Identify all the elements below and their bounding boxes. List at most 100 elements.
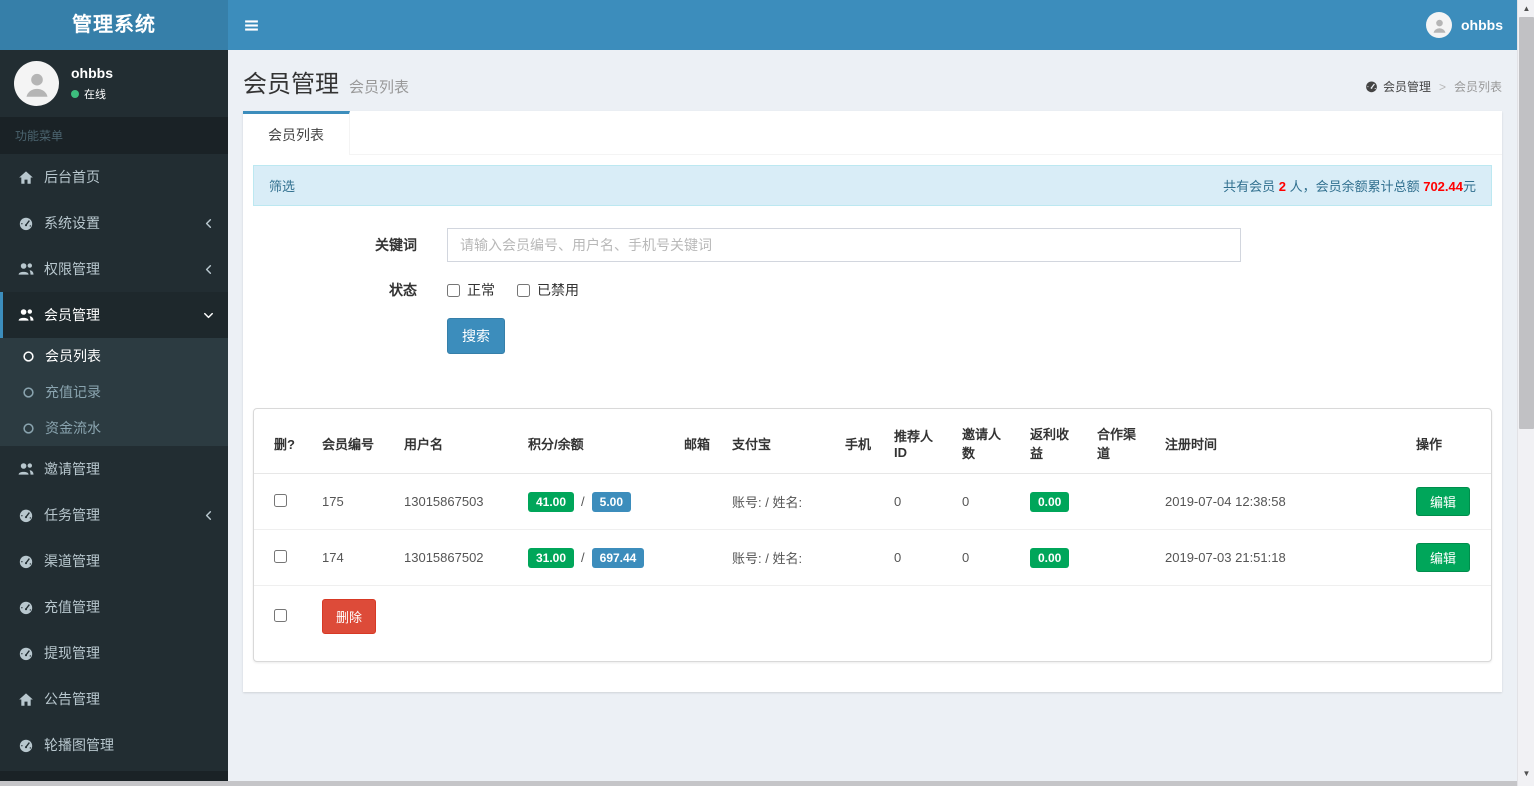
points-badge: 41.00 bbox=[528, 491, 575, 512]
sidebar-user-name: ohbbs bbox=[71, 65, 113, 81]
breadcrumb-current: 会员列表 bbox=[1453, 80, 1502, 94]
circle-o-icon bbox=[22, 386, 35, 399]
gauge-icon bbox=[18, 216, 34, 231]
sidebar-menu: 后台首页 系统设置 权限管理 会员管理 会员列表 bbox=[0, 154, 228, 786]
sidebar-subitem-fund-flow[interactable]: 资金流水 bbox=[0, 410, 228, 446]
sidebar-item-permissions[interactable]: 权限管理 bbox=[0, 246, 228, 292]
sidebar-item-recharge[interactable]: 充值管理 bbox=[0, 584, 228, 630]
navbar-user-name: ohbbs bbox=[1461, 17, 1503, 33]
home-icon bbox=[18, 692, 34, 707]
sidebar-item-announcements[interactable]: 公告管理 bbox=[0, 676, 228, 722]
select-all-checkbox[interactable] bbox=[274, 608, 287, 622]
users-icon bbox=[18, 261, 34, 277]
username: 13015867502 bbox=[394, 529, 518, 586]
points-badge: 31.00 bbox=[528, 547, 575, 568]
rebate-badge: 0.00 bbox=[1030, 491, 1070, 512]
chevron-left-icon bbox=[202, 217, 215, 230]
sidebar-user-status: 在线 bbox=[71, 86, 113, 102]
reg-time: 2019-07-03 21:51:18 bbox=[1155, 529, 1406, 586]
gauge-icon bbox=[18, 738, 34, 753]
col-phone: 手机 bbox=[835, 411, 884, 474]
breadcrumb-separator: > bbox=[1438, 79, 1446, 94]
phone bbox=[835, 529, 884, 586]
col-username: 用户名 bbox=[394, 411, 518, 474]
table-header-row: 删? 会员编号 用户名 积分/余额 邮箱 支付宝 手机 推荐人ID 邀请人数 返… bbox=[254, 411, 1491, 474]
status-normal-checkbox[interactable] bbox=[447, 283, 460, 297]
member-count: 2 bbox=[1278, 179, 1286, 194]
keyword-label: 关键词 bbox=[375, 237, 417, 253]
sidebar-section-header: 功能菜单 bbox=[0, 117, 228, 154]
tab-member-list[interactable]: 会员列表 bbox=[243, 111, 350, 155]
sidebar-submenu-members: 会员列表 充值记录 资金流水 bbox=[0, 338, 228, 446]
col-email: 邮箱 bbox=[674, 411, 722, 474]
member-id: 175 bbox=[312, 473, 394, 530]
col-rebate: 返利收益 bbox=[1020, 411, 1087, 474]
breadcrumb-parent-link[interactable]: 会员管理 bbox=[1365, 78, 1431, 95]
search-button[interactable]: 搜索 bbox=[447, 318, 505, 354]
col-channel: 合作渠道 bbox=[1087, 411, 1155, 474]
col-actions: 操作 bbox=[1406, 411, 1491, 474]
phone bbox=[835, 473, 884, 530]
filter-title: 筛选 bbox=[269, 179, 296, 194]
balance-total: 702.44 bbox=[1423, 179, 1463, 194]
sidebar-item-invitations[interactable]: 邀请管理 bbox=[0, 446, 228, 492]
chevron-left-icon bbox=[202, 263, 215, 276]
status-option-normal[interactable]: 正常 bbox=[447, 280, 495, 300]
alipay-info: 账号: / 姓名: bbox=[722, 529, 835, 586]
referrer-id: 0 bbox=[884, 529, 952, 586]
sidebar-item-channels[interactable]: 渠道管理 bbox=[0, 538, 228, 584]
person-icon bbox=[1431, 17, 1448, 34]
main-content: 会员管理 会员列表 会员管理 > 会员列表 会员列表 筛选 bbox=[228, 50, 1517, 786]
chevron-down-icon bbox=[202, 309, 215, 322]
bars-icon bbox=[243, 17, 260, 34]
circle-o-icon bbox=[22, 350, 35, 363]
sidebar-item-carousel[interactable]: 轮播图管理 bbox=[0, 722, 228, 768]
vertical-scrollbar[interactable]: ▲ ▼ bbox=[1517, 0, 1534, 786]
gauge-icon bbox=[18, 646, 34, 661]
scroll-up-arrow-icon[interactable]: ▲ bbox=[1522, 3, 1531, 13]
sidebar-user-panel: ohbbs 在线 bbox=[0, 50, 228, 117]
sidebar-item-dashboard[interactable]: 后台首页 bbox=[0, 154, 228, 200]
gauge-icon bbox=[18, 508, 34, 523]
breadcrumb: 会员管理 > 会员列表 bbox=[1365, 78, 1502, 99]
row-select-checkbox[interactable] bbox=[274, 493, 287, 507]
keyword-input[interactable] bbox=[447, 228, 1241, 262]
sidebar-item-withdrawals[interactable]: 提现管理 bbox=[0, 630, 228, 676]
sidebar-item-tasks[interactable]: 任务管理 bbox=[0, 492, 228, 538]
edit-button[interactable]: 编辑 bbox=[1416, 487, 1471, 516]
scroll-down-arrow-icon[interactable]: ▼ bbox=[1522, 768, 1531, 778]
members-table-box: 删? 会员编号 用户名 积分/余额 邮箱 支付宝 手机 推荐人ID 邀请人数 返… bbox=[253, 408, 1492, 662]
email bbox=[674, 529, 722, 586]
sidebar-subitem-member-list[interactable]: 会员列表 bbox=[0, 338, 228, 374]
home-icon bbox=[18, 170, 34, 185]
app-logo[interactable]: 管理系统 bbox=[0, 0, 228, 50]
sidebar-item-system-settings[interactable]: 系统设置 bbox=[0, 200, 228, 246]
delete-button[interactable]: 删除 bbox=[322, 599, 377, 634]
row-select-checkbox[interactable] bbox=[274, 549, 287, 563]
horizontal-scrollbar[interactable] bbox=[0, 781, 1517, 786]
col-delete: 删? bbox=[254, 411, 312, 474]
username: 13015867503 bbox=[394, 473, 518, 530]
sidebar: ohbbs 在线 功能菜单 后台首页 系统设置 权限管理 bbox=[0, 50, 228, 786]
status-option-disabled[interactable]: 已禁用 bbox=[517, 280, 579, 300]
referrer-id: 0 bbox=[884, 473, 952, 530]
sidebar-toggle-button[interactable] bbox=[228, 0, 274, 50]
sidebar-item-members[interactable]: 会员管理 bbox=[0, 292, 228, 338]
navbar-user-avatar bbox=[1426, 12, 1452, 38]
navbar-user-menu[interactable]: ohbbs bbox=[1426, 0, 1503, 50]
col-alipay: 支付宝 bbox=[722, 411, 835, 474]
tab-box: 会员列表 筛选 共有会员 2 人，会员余额累计总额 702.44元 关键词 bbox=[243, 111, 1502, 692]
col-points-balance: 积分/余额 bbox=[518, 411, 674, 474]
gauge-icon bbox=[18, 554, 34, 569]
bulk-delete-row: 删除 bbox=[254, 585, 1491, 647]
filter-panel-heading: 筛选 共有会员 2 人，会员余额累计总额 702.44元 bbox=[253, 165, 1492, 206]
invite-count: 0 bbox=[952, 473, 1020, 530]
sidebar-subitem-recharge-records[interactable]: 充值记录 bbox=[0, 374, 228, 410]
status-disabled-checkbox[interactable] bbox=[517, 283, 530, 297]
rebate-badge: 0.00 bbox=[1030, 547, 1070, 568]
member-id: 174 bbox=[312, 529, 394, 586]
member-summary: 共有会员 2 人，会员余额累计总额 702.44元 bbox=[1223, 179, 1476, 194]
vertical-scrollbar-thumb[interactable] bbox=[1519, 17, 1534, 429]
table-row: 175 13015867503 41.00/5.00 账号: / 姓名: 0 0 bbox=[254, 473, 1491, 530]
edit-button[interactable]: 编辑 bbox=[1416, 543, 1471, 572]
